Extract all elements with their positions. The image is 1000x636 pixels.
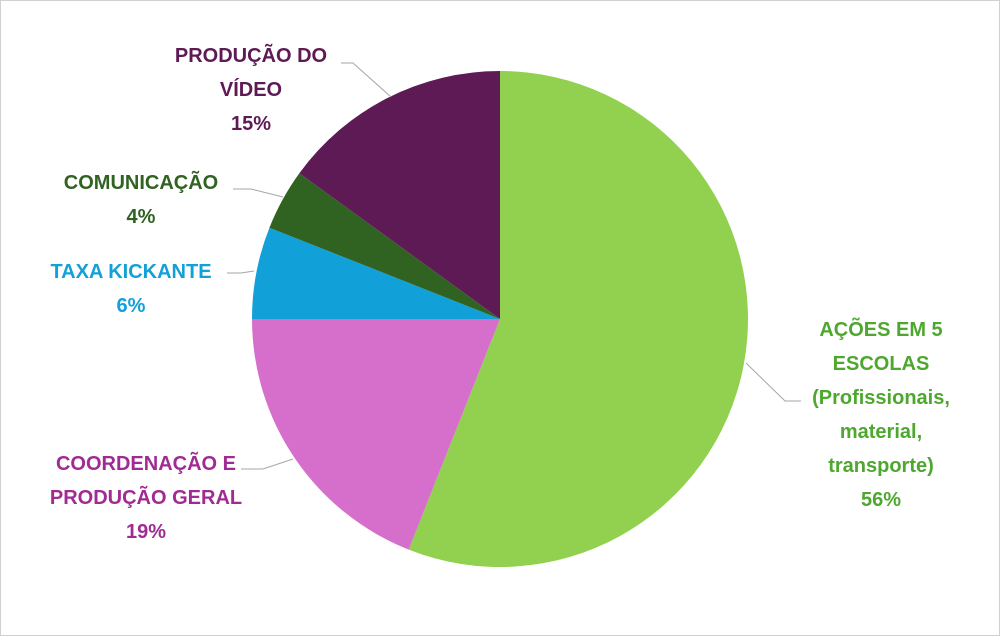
category-label: COORDENAÇÃO E PRODUÇÃO GERAL <box>49 453 243 509</box>
percent-label: 6% <box>116 295 146 317</box>
leader-line <box>241 458 294 470</box>
data-label: COMUNICAÇÃO 4% <box>31 166 251 234</box>
percent-label: 56% <box>860 489 902 511</box>
percent-label: 19% <box>125 521 167 543</box>
data-label: AÇÕES EM 5 ESCOLAS (Profissionais, mater… <box>791 313 971 517</box>
leader-line <box>227 270 255 274</box>
pie-slice <box>408 71 748 568</box>
category-label: AÇÕES EM 5 ESCOLAS (Profissionais, mater… <box>812 319 950 477</box>
leader-line <box>341 62 392 98</box>
percent-label: 4% <box>126 206 156 228</box>
data-label: COORDENAÇÃO E PRODUÇÃO GERAL 19% <box>46 447 246 549</box>
percent-label: 15% <box>230 113 272 135</box>
category-label: PRODUÇÃO DO VÍDEO <box>174 45 328 101</box>
category-label: TAXA KICKANTE <box>50 261 212 283</box>
pie-slice <box>299 71 500 319</box>
pie-slice <box>252 227 500 319</box>
pie-slice <box>269 173 500 319</box>
pie-slice <box>251 319 500 550</box>
category-label: COMUNICAÇÃO <box>63 172 219 194</box>
leader-line <box>745 362 801 402</box>
leader-line <box>233 188 284 198</box>
data-label: TAXA KICKANTE 6% <box>21 255 241 323</box>
data-label: PRODUÇÃO DO VÍDEO 15% <box>151 39 351 141</box>
